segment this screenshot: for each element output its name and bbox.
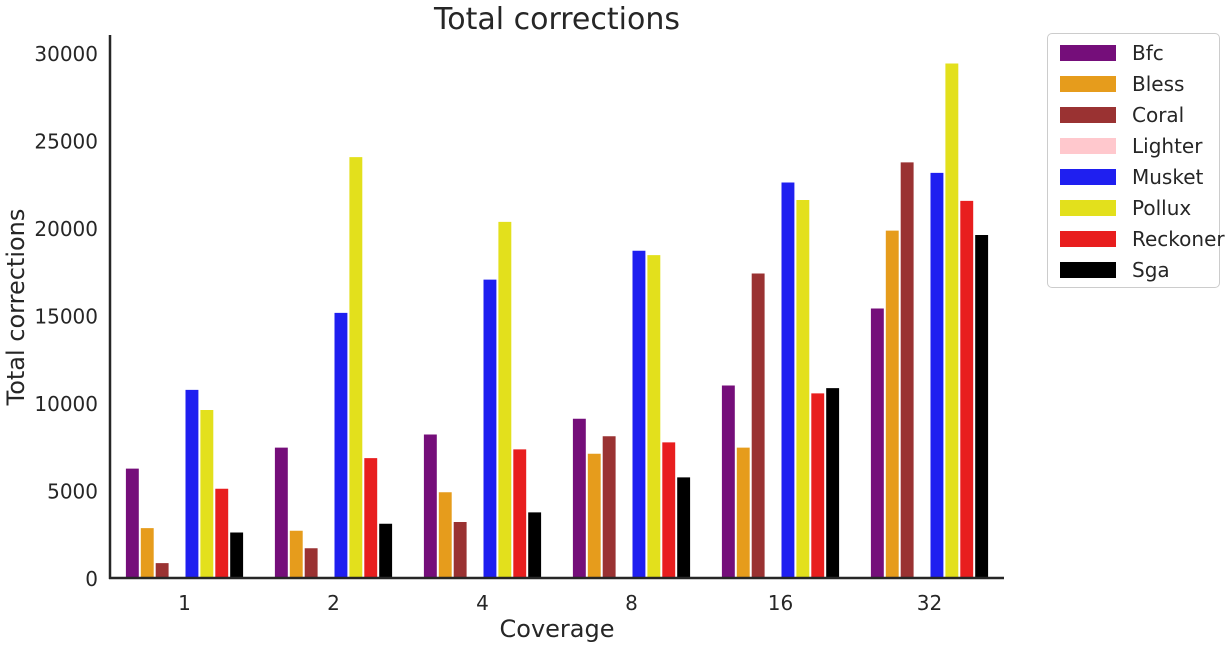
bar-reckoner-32 <box>960 200 974 578</box>
bar-sga-8 <box>677 477 691 578</box>
bar-reckoner-16 <box>811 393 825 578</box>
legend-label: Bless <box>1132 72 1185 96</box>
legend-label: Sga <box>1132 258 1170 282</box>
bar-pollux-32 <box>945 63 959 578</box>
bar-bfc-32 <box>870 308 884 578</box>
bar-pollux-8 <box>647 255 661 578</box>
legend-swatch <box>1060 169 1116 185</box>
bar-sga-4 <box>528 512 542 578</box>
chart-title: Total corrections <box>433 2 680 37</box>
bar-bfc-1 <box>125 468 139 578</box>
legend-swatch <box>1060 138 1116 154</box>
bar-reckoner-8 <box>662 442 676 578</box>
bar-pollux-1 <box>200 410 214 578</box>
bar-coral-16 <box>751 273 765 578</box>
y-tick-label: 30000 <box>34 42 98 66</box>
x-tick-label: 4 <box>476 591 489 615</box>
legend-swatch <box>1060 262 1116 278</box>
bar-musket-4 <box>483 279 497 578</box>
bar-musket-2 <box>334 312 348 578</box>
bar-sga-1 <box>230 532 244 578</box>
bar-musket-32 <box>930 172 944 578</box>
legend-item-musket: Musket <box>1060 165 1203 189</box>
x-ticks-group: 1 2 4 8 16 32 <box>178 591 942 615</box>
bars-group <box>125 63 989 578</box>
y-tick-label: 20000 <box>34 217 98 241</box>
y-tick-label: 25000 <box>34 130 98 154</box>
legend-item-lighter: Lighter <box>1060 134 1202 158</box>
legend-item-bless: Bless <box>1060 72 1184 96</box>
bar-coral-4 <box>453 522 467 578</box>
bar-bless-4 <box>438 492 452 578</box>
legend-swatch <box>1060 200 1116 216</box>
bar-bless-16 <box>736 447 750 578</box>
bar-bfc-16 <box>721 385 735 578</box>
legend-item-bfc: Bfc <box>1060 41 1164 65</box>
bar-coral-2 <box>304 548 318 578</box>
x-tick-label: 2 <box>327 591 340 615</box>
legend-swatch <box>1060 45 1116 61</box>
legend-label: Musket <box>1132 165 1204 189</box>
bar-bfc-8 <box>572 418 586 578</box>
bar-musket-8 <box>632 250 646 578</box>
legend-label: Bfc <box>1132 41 1164 65</box>
bar-sga-16 <box>826 388 840 578</box>
y-axis-label: Total corrections <box>2 209 30 407</box>
bar-coral-1 <box>155 563 169 578</box>
bar-bless-1 <box>140 528 154 578</box>
y-tick-label: 10000 <box>34 392 98 416</box>
legend-label: Coral <box>1132 103 1185 127</box>
y-tick-label: 0 <box>85 567 98 591</box>
legend-label: Pollux <box>1132 196 1192 220</box>
x-tick-label: 1 <box>178 591 191 615</box>
bar-pollux-16 <box>796 200 810 578</box>
bar-bless-32 <box>885 230 899 578</box>
legend-item-sga: Sga <box>1060 258 1170 282</box>
bar-reckoner-1 <box>215 488 229 578</box>
bar-bfc-4 <box>423 434 437 578</box>
bar-reckoner-4 <box>513 449 527 578</box>
bar-reckoner-2 <box>364 458 378 578</box>
bar-bless-8 <box>587 453 601 578</box>
bar-sga-2 <box>379 523 393 578</box>
bar-pollux-2 <box>349 157 363 578</box>
legend-item-pollux: Pollux <box>1060 196 1191 220</box>
legend-label: Reckoner <box>1132 227 1225 251</box>
legend-item-coral: Coral <box>1060 103 1184 127</box>
legend-swatch <box>1060 107 1116 123</box>
x-tick-label: 16 <box>768 591 793 615</box>
legend-label: Lighter <box>1132 134 1203 158</box>
legend-swatch <box>1060 76 1116 92</box>
legend-swatch <box>1060 231 1116 247</box>
bar-sga-32 <box>975 235 989 578</box>
bar-musket-1 <box>185 389 199 578</box>
x-axis-label: Coverage <box>500 615 615 643</box>
legend: Bfc Bless Coral Lighter Musket Pollux Reckoner… <box>1047 33 1225 288</box>
y-tick-label: 5000 <box>47 480 98 504</box>
bar-pollux-4 <box>498 221 512 578</box>
y-tick-label: 15000 <box>34 305 98 329</box>
x-tick-label: 8 <box>625 591 638 615</box>
bar-bfc-2 <box>274 447 288 578</box>
bar-coral-32 <box>900 162 914 578</box>
y-ticks-group: 0 5000 10000 15000 20000 25000 30000 <box>34 42 98 591</box>
bar-musket-16 <box>781 182 795 578</box>
bar-bless-2 <box>289 530 303 578</box>
x-tick-label: 32 <box>917 591 942 615</box>
bar-coral-8 <box>602 436 616 578</box>
legend-item-reckoner: Reckoner <box>1060 227 1225 251</box>
